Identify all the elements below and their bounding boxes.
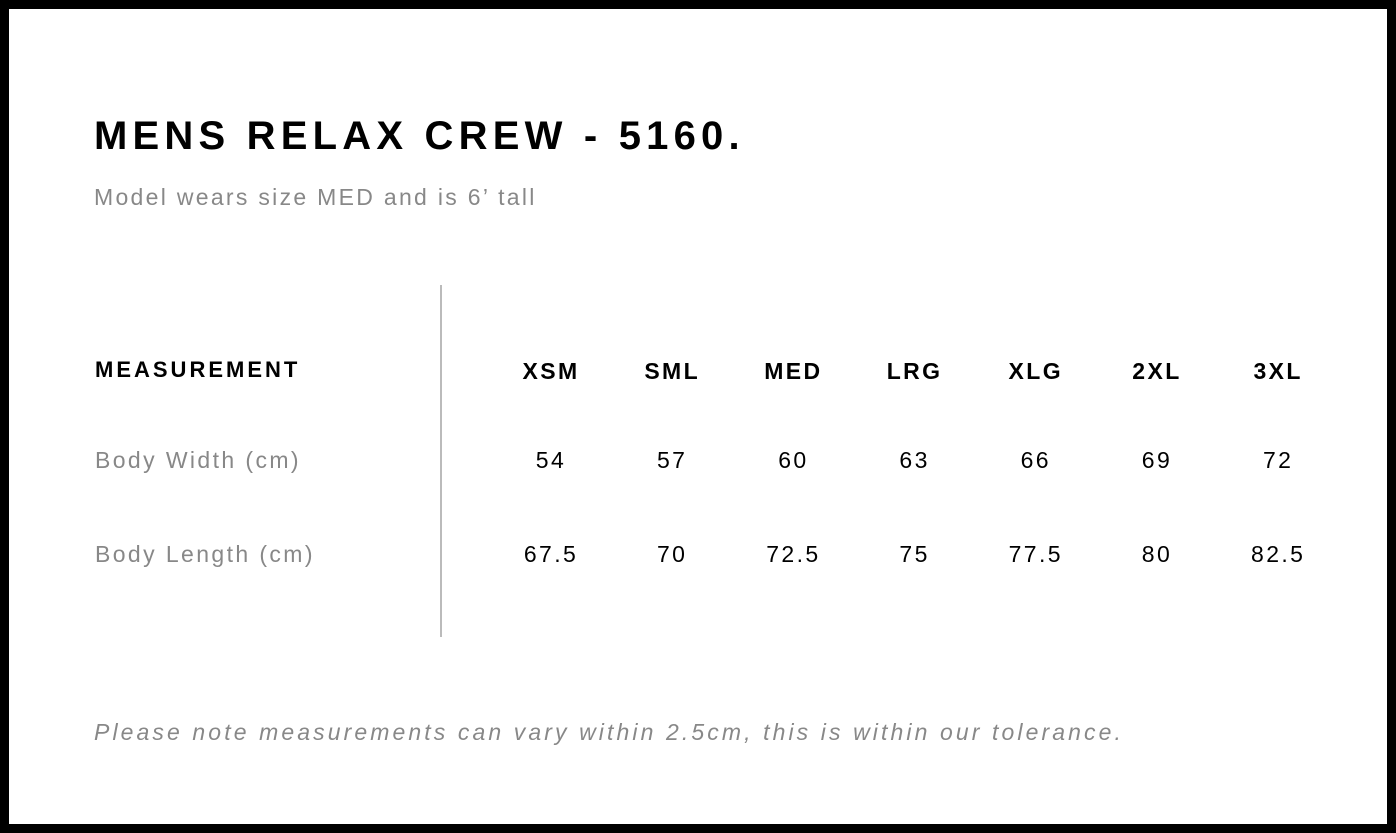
table-cell: 69 [1141,447,1173,473]
row-label: Body Length (cm) [95,541,315,567]
table-cell: 82.5 [1251,541,1306,567]
table-cell: 67.5 [523,541,579,567]
tolerance-note: Please note measurements can vary within… [94,719,1125,745]
table-cell: 72 [1262,447,1294,473]
row-label: Body Width (cm) [95,447,301,473]
table-cell: 72.5 [766,541,821,567]
table-cell: 80 [1141,541,1173,567]
table-cell: 54 [535,447,567,473]
table-cell: 57 [656,447,688,473]
table-cell: 63 [899,447,930,473]
table-cell: 77.5 [1008,541,1063,567]
header-size: XSM [522,358,580,384]
header-size: XLG [1008,358,1064,384]
column-divider [440,285,442,637]
header-size: 3XL [1253,358,1303,384]
table-cell: 75 [899,541,930,567]
table-cell: 70 [656,541,688,567]
header-size: 2XL [1132,358,1182,384]
size-chart-card: MENS RELAX CREW - 5160. Model wears size… [9,9,1387,824]
subtitle: Model wears size MED and is 6’ tall [94,184,537,210]
header-measurement: MEASUREMENT [95,357,301,382]
header-size: SML [644,358,701,384]
header-size: LRG [886,358,943,384]
page-title: MENS RELAX CREW - 5160. [94,114,745,158]
table-cell: 66 [1020,447,1051,473]
header-size: MED [764,358,823,384]
table-cell: 60 [778,447,809,473]
